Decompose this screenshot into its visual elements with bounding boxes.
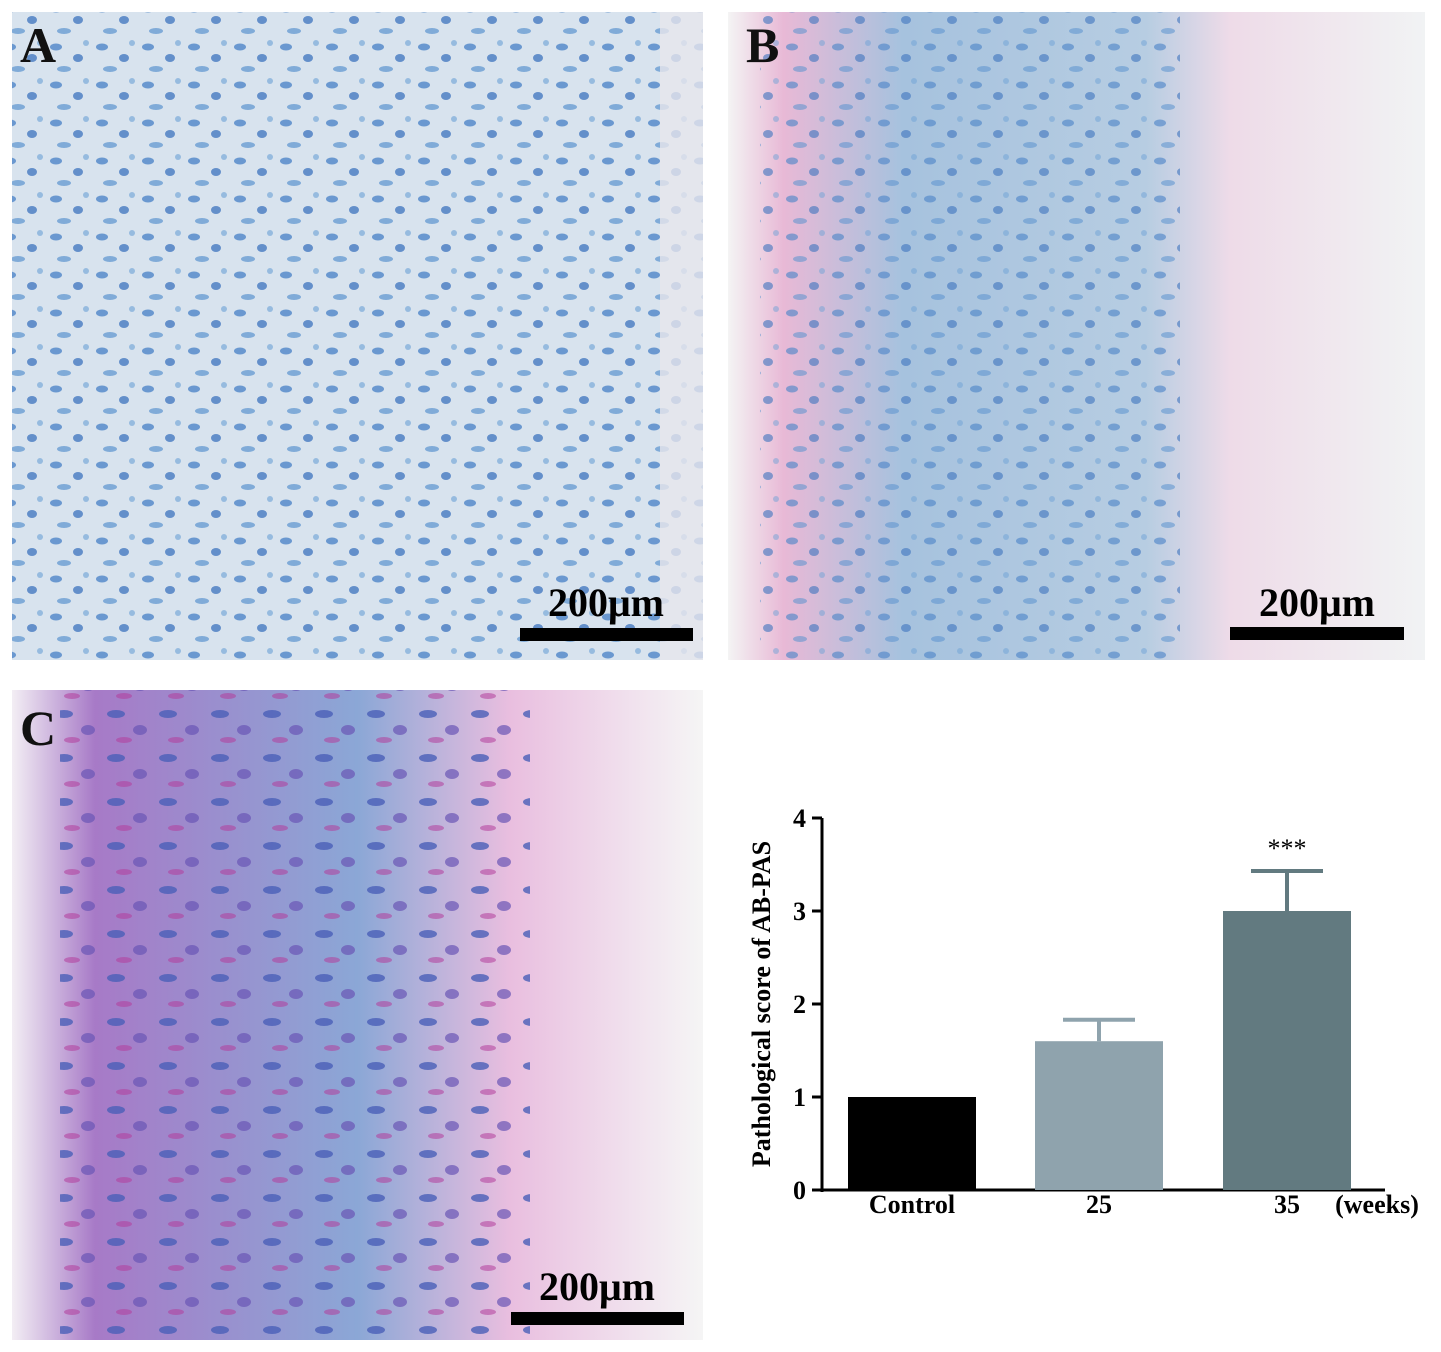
y-tick-label: 0 [793,1176,806,1205]
y-axis-label: Pathological score of AB-PAS [747,841,776,1167]
panel-label: C [20,700,56,756]
scale-bar-label: 200μm [1259,580,1375,625]
bar-chart: Pathological score of AB-PAS (weeks) 0 1 2… [747,804,1419,1219]
x-tick-label: Control [869,1190,955,1219]
bar [848,1097,976,1190]
panel-a: A 200μm [12,12,703,660]
bar [1035,1041,1163,1190]
scale-bar [511,1312,684,1325]
x-unit-label: (weeks) [1335,1190,1419,1219]
panel-c: C 200μm [12,690,703,1340]
micrograph-texture [60,690,530,1340]
panel-b: B 200μm [728,12,1425,660]
y-tick-label: 4 [793,804,806,833]
scale-bar-label: 200μm [548,580,664,625]
scale-bar [520,628,693,641]
micrograph-texture [760,12,1180,660]
scale-bar-label: 200μm [539,1264,655,1309]
scale-bar [1230,627,1404,640]
x-tick-label: 35 [1274,1190,1300,1219]
significance-label: *** [1268,834,1307,863]
micrograph-texture [12,12,703,660]
panel-label: A [20,17,56,73]
panel-label: B [746,17,779,73]
micrograph-edge [660,12,703,660]
y-tick-label: 3 [793,897,806,926]
x-tick-label: 25 [1086,1190,1112,1219]
y-tick-label: 2 [793,990,806,1019]
bar [1223,911,1351,1190]
y-tick-label: 1 [793,1083,806,1112]
